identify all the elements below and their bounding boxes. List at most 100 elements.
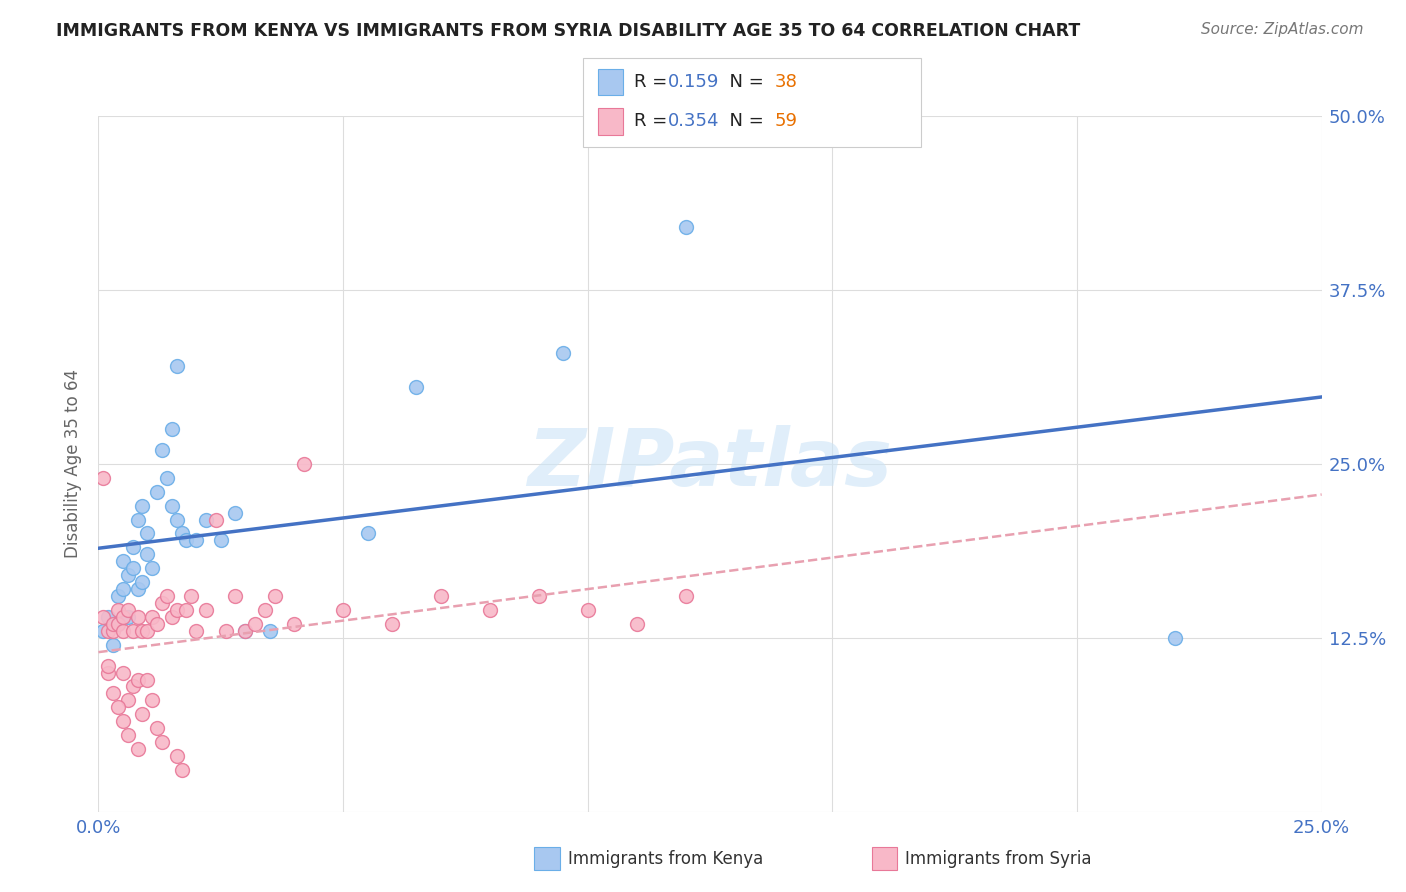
Point bbox=[127, 512, 149, 526]
Text: 0.354: 0.354 bbox=[668, 112, 720, 130]
Point bbox=[146, 616, 169, 631]
Point bbox=[233, 624, 256, 638]
Point bbox=[127, 673, 149, 687]
Point bbox=[111, 582, 134, 596]
Point bbox=[176, 603, 198, 617]
Text: R =: R = bbox=[634, 112, 673, 130]
Point bbox=[626, 616, 648, 631]
Point bbox=[101, 624, 124, 638]
Point bbox=[101, 616, 124, 631]
Point bbox=[214, 624, 236, 638]
Point bbox=[166, 512, 188, 526]
Point bbox=[675, 220, 697, 235]
Text: 59: 59 bbox=[775, 112, 797, 130]
Point bbox=[176, 533, 198, 548]
Text: Immigrants from Syria: Immigrants from Syria bbox=[905, 850, 1092, 868]
Point bbox=[160, 610, 183, 624]
Point bbox=[146, 721, 169, 735]
Point bbox=[127, 582, 149, 596]
Point bbox=[107, 616, 129, 631]
Point bbox=[156, 589, 179, 603]
Point bbox=[1164, 631, 1187, 645]
Text: IMMIGRANTS FROM KENYA VS IMMIGRANTS FROM SYRIA DISABILITY AGE 35 TO 64 CORRELATI: IMMIGRANTS FROM KENYA VS IMMIGRANTS FROM… bbox=[56, 22, 1080, 40]
Point bbox=[166, 359, 188, 374]
Point bbox=[553, 345, 575, 359]
Text: R =: R = bbox=[634, 73, 673, 91]
Point bbox=[131, 707, 153, 722]
Point bbox=[131, 499, 153, 513]
Point bbox=[186, 533, 208, 548]
Point bbox=[121, 561, 143, 575]
Point bbox=[150, 735, 173, 749]
Point bbox=[356, 526, 378, 541]
Point bbox=[107, 700, 129, 714]
Point bbox=[117, 610, 139, 624]
Point bbox=[209, 533, 232, 548]
Y-axis label: Disability Age 35 to 64: Disability Age 35 to 64 bbox=[65, 369, 83, 558]
Point bbox=[136, 624, 159, 638]
Point bbox=[111, 610, 134, 624]
Point bbox=[332, 603, 354, 617]
Point bbox=[131, 575, 153, 590]
Point bbox=[97, 610, 120, 624]
Point bbox=[141, 610, 163, 624]
Point bbox=[117, 603, 139, 617]
Point bbox=[121, 541, 143, 555]
Point bbox=[576, 603, 599, 617]
Point bbox=[478, 603, 501, 617]
Point bbox=[381, 616, 404, 631]
Point bbox=[121, 624, 143, 638]
Point bbox=[150, 442, 173, 457]
Point bbox=[180, 589, 202, 603]
Point bbox=[117, 693, 139, 707]
Point bbox=[150, 596, 173, 610]
Point bbox=[224, 506, 246, 520]
Point bbox=[127, 742, 149, 756]
Point bbox=[243, 616, 266, 631]
Point bbox=[97, 624, 120, 638]
Point bbox=[107, 603, 129, 617]
Point bbox=[97, 658, 120, 673]
Text: 0.159: 0.159 bbox=[668, 73, 720, 91]
Point bbox=[186, 624, 208, 638]
Point bbox=[224, 589, 246, 603]
Point bbox=[117, 728, 139, 742]
Point bbox=[111, 714, 134, 729]
Point bbox=[283, 616, 305, 631]
Point bbox=[97, 665, 120, 680]
Point bbox=[136, 547, 159, 561]
Point bbox=[91, 610, 114, 624]
Point bbox=[156, 471, 179, 485]
Point bbox=[253, 603, 276, 617]
Point bbox=[141, 561, 163, 575]
Point bbox=[107, 616, 129, 631]
Point bbox=[160, 499, 183, 513]
Point bbox=[111, 624, 134, 638]
Point bbox=[117, 568, 139, 582]
Point bbox=[259, 624, 281, 638]
Point bbox=[527, 589, 550, 603]
Text: N =: N = bbox=[718, 112, 770, 130]
Point bbox=[675, 589, 697, 603]
Point bbox=[263, 589, 285, 603]
Point bbox=[101, 638, 124, 652]
Point bbox=[141, 693, 163, 707]
Point bbox=[136, 673, 159, 687]
Point bbox=[91, 471, 114, 485]
Text: 38: 38 bbox=[775, 73, 797, 91]
Text: Source: ZipAtlas.com: Source: ZipAtlas.com bbox=[1201, 22, 1364, 37]
Point bbox=[205, 512, 228, 526]
Text: ZIPatlas: ZIPatlas bbox=[527, 425, 893, 503]
Text: Immigrants from Kenya: Immigrants from Kenya bbox=[568, 850, 763, 868]
Point bbox=[166, 603, 188, 617]
Point bbox=[131, 624, 153, 638]
Point bbox=[195, 512, 218, 526]
Point bbox=[111, 665, 134, 680]
Point bbox=[91, 624, 114, 638]
Point bbox=[195, 603, 218, 617]
Text: N =: N = bbox=[718, 73, 770, 91]
Point bbox=[405, 380, 427, 394]
Point bbox=[101, 686, 124, 700]
Point bbox=[121, 680, 143, 694]
Point bbox=[170, 763, 193, 777]
